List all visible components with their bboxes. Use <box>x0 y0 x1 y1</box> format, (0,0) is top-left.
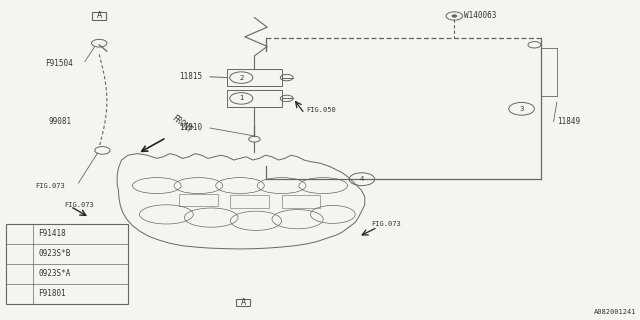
Bar <box>230 195 269 208</box>
Text: 0923S*B: 0923S*B <box>38 250 71 259</box>
Text: 1: 1 <box>17 231 22 237</box>
Bar <box>282 195 320 208</box>
Text: FIG.073: FIG.073 <box>371 221 401 227</box>
Text: 99081: 99081 <box>48 117 71 126</box>
Bar <box>6 224 128 304</box>
Text: F91418: F91418 <box>38 229 66 238</box>
Text: A: A <box>241 298 246 307</box>
Text: 3: 3 <box>17 271 22 277</box>
Text: 2: 2 <box>239 75 243 81</box>
Text: 2: 2 <box>17 251 21 257</box>
Text: F91504: F91504 <box>45 60 72 68</box>
Text: 3: 3 <box>519 106 524 112</box>
Text: A082001241: A082001241 <box>595 309 637 315</box>
Text: A: A <box>97 12 102 20</box>
Text: FIG.073: FIG.073 <box>64 202 93 208</box>
Text: F91801: F91801 <box>38 290 66 299</box>
Bar <box>179 194 218 206</box>
Text: FIG.073: FIG.073 <box>35 183 65 188</box>
Text: W140063: W140063 <box>464 12 497 20</box>
Bar <box>92 12 106 20</box>
Text: 11810: 11810 <box>179 124 202 132</box>
Text: FIG.050: FIG.050 <box>306 108 335 113</box>
Bar <box>236 299 250 306</box>
Text: 4: 4 <box>17 291 21 297</box>
Circle shape <box>452 15 457 17</box>
Text: 11815: 11815 <box>179 72 202 81</box>
Text: 1: 1 <box>239 95 244 101</box>
Text: FRONT: FRONT <box>170 113 193 134</box>
Text: 4: 4 <box>360 176 364 182</box>
Text: 0923S*A: 0923S*A <box>38 269 71 278</box>
Text: 11849: 11849 <box>557 117 580 126</box>
Bar <box>227 90 282 107</box>
Bar <box>227 69 282 86</box>
